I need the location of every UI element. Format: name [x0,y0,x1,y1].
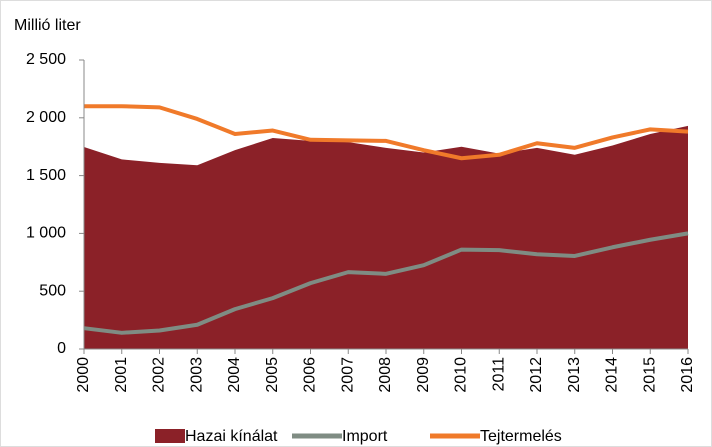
x-tick-label: 2004 [226,357,243,393]
y-tick-label: 2 000 [26,109,66,126]
legend-label: Import [342,428,388,445]
y-tick-label: 0 [57,340,66,357]
x-tick-label: 2005 [264,357,281,393]
legend-label: Hazai kínálat [185,428,278,445]
x-tick-label: 2000 [75,357,92,393]
legend-swatch [155,429,185,443]
x-tick-label: 2007 [339,357,356,393]
x-tick-label: 2003 [188,357,205,393]
y-tick-label: 1 500 [26,167,66,184]
line [83,231,689,335]
x-tick-label: 2010 [453,357,470,393]
x-tick-label: 2012 [528,357,545,393]
area [84,125,688,349]
legend-label: Tejtermelés [480,428,562,445]
y-tick-label: 2 500 [26,51,66,68]
line [84,104,689,161]
y-tick-label: 500 [39,282,66,299]
x-tick-label: 2001 [113,357,130,393]
x-tick-label: 2016 [679,357,696,393]
y-tick-label: 1 000 [26,225,66,242]
x-tick-label: 2002 [151,357,168,393]
x-tick-label: 2011 [490,357,507,392]
x-tick-label: 2008 [377,357,394,393]
x-tick-label: 2006 [302,357,319,393]
y-axis-label: Millió liter [14,17,81,34]
x-tick-label: 2014 [604,357,621,393]
x-tick-label: 2009 [415,357,432,393]
x-tick-label: 2015 [641,357,658,393]
x-tick-label: 2013 [566,357,583,393]
